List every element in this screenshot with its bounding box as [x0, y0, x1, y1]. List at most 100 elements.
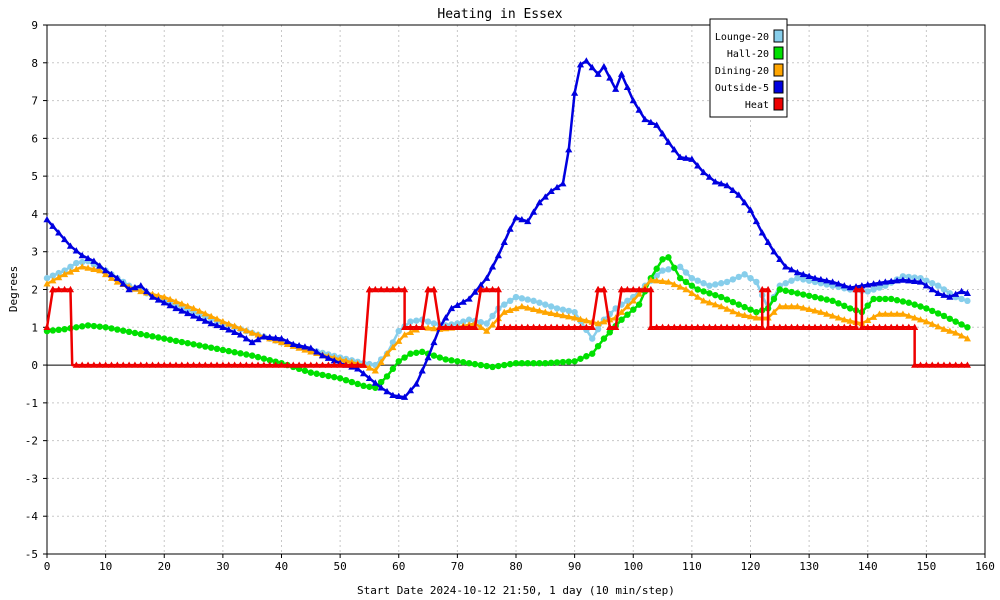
data-point — [787, 323, 796, 330]
data-point — [630, 306, 637, 313]
data-point — [553, 359, 561, 366]
data-point — [231, 328, 239, 336]
data-point — [430, 338, 438, 346]
data-point — [800, 276, 807, 283]
data-point — [934, 282, 942, 289]
data-point — [512, 293, 520, 301]
data-point — [565, 323, 573, 330]
data-point — [96, 323, 103, 330]
x-tick-label: 60 — [392, 560, 405, 573]
data-point — [694, 277, 701, 284]
data-point — [348, 378, 356, 386]
data-point — [348, 361, 356, 368]
data-point — [500, 323, 508, 330]
data-point — [741, 198, 749, 206]
data-point — [876, 284, 883, 291]
data-point — [963, 335, 972, 342]
data-point — [963, 361, 972, 368]
data-point — [535, 323, 544, 330]
data-point — [524, 359, 531, 367]
data-point — [430, 352, 438, 359]
data-point — [559, 358, 567, 366]
data-point — [888, 295, 895, 303]
data-point — [406, 328, 415, 336]
data-point — [752, 323, 760, 330]
data-point — [143, 287, 151, 295]
data-point — [899, 310, 907, 317]
data-point — [72, 361, 80, 368]
data-point — [817, 308, 825, 315]
data-point — [899, 323, 907, 330]
data-point — [61, 267, 68, 274]
data-point — [911, 277, 919, 285]
data-point — [916, 361, 925, 368]
data-point — [231, 349, 238, 356]
data-point — [612, 323, 620, 330]
y-axis-label: Degrees — [7, 266, 20, 312]
data-point — [870, 286, 877, 293]
data-point — [102, 267, 110, 274]
data-point — [905, 273, 912, 281]
data-point — [923, 305, 930, 312]
data-point — [723, 296, 731, 303]
data-point — [465, 295, 473, 302]
data-point — [178, 338, 186, 346]
data-point — [782, 323, 790, 330]
data-point — [929, 307, 936, 315]
data-point — [705, 173, 714, 180]
data-point — [172, 304, 180, 312]
data-point — [940, 325, 948, 332]
data-point — [923, 277, 930, 284]
data-point — [670, 280, 678, 288]
data-point — [958, 295, 965, 303]
data-point — [225, 320, 233, 327]
data-point — [125, 328, 133, 336]
data-point — [412, 380, 420, 387]
data-point — [254, 331, 262, 338]
data-point — [589, 335, 596, 342]
data-point — [371, 367, 379, 374]
legend-label: Dining-20 — [715, 66, 769, 77]
data-point — [66, 242, 75, 249]
data-point — [254, 353, 262, 361]
data-point — [940, 361, 948, 368]
data-point — [647, 285, 655, 293]
data-point — [958, 321, 965, 328]
data-point — [911, 314, 919, 321]
data-point — [957, 361, 966, 368]
data-point — [319, 371, 326, 379]
data-point — [500, 238, 508, 245]
data-point — [717, 293, 725, 301]
data-point — [664, 138, 673, 145]
data-point — [717, 180, 725, 187]
data-point — [688, 323, 696, 330]
data-point — [325, 372, 332, 380]
data-point — [870, 295, 877, 303]
data-point — [395, 327, 402, 335]
data-point — [758, 229, 766, 236]
data-point — [916, 316, 925, 323]
data-point — [875, 323, 884, 330]
y-tick-label: 7 — [31, 95, 38, 108]
data-point — [565, 313, 573, 320]
data-point — [946, 327, 954, 334]
data-point — [424, 353, 432, 361]
x-tick-label: 120 — [741, 560, 761, 573]
legend-label: Outside-5 — [715, 83, 769, 94]
data-point — [729, 186, 737, 194]
x-tick-label: 70 — [451, 560, 464, 573]
data-point — [377, 384, 385, 391]
data-point — [864, 288, 871, 295]
data-point — [60, 270, 69, 278]
data-point — [753, 308, 760, 316]
x-tick-label: 150 — [916, 560, 936, 573]
data-point — [840, 316, 848, 323]
data-point — [841, 302, 848, 310]
data-point — [225, 361, 233, 368]
data-point — [73, 259, 80, 267]
data-point — [96, 262, 104, 269]
data-point — [735, 323, 743, 330]
data-point — [946, 290, 954, 297]
data-point — [952, 329, 960, 336]
data-point — [283, 361, 291, 368]
